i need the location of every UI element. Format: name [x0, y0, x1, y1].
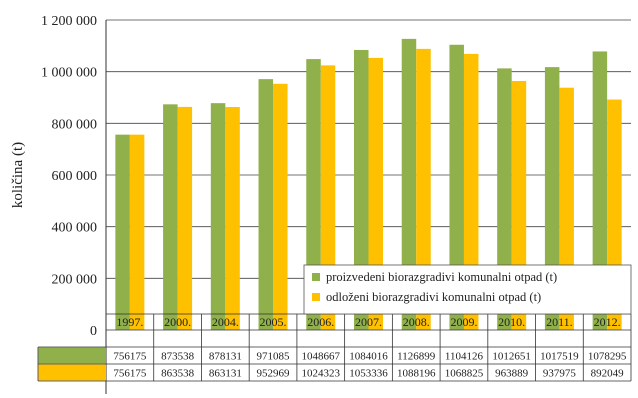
table-cell-value: 1084016 — [349, 351, 388, 363]
legend: proizvedeni biorazgradivi komunalni otpa… — [303, 264, 632, 315]
bar-disposed — [177, 106, 193, 331]
legend-label: odloženi biorazgradivi komunalni otpad (… — [326, 290, 541, 304]
x-tick-label: 2011. — [546, 315, 573, 329]
bar-produced — [401, 38, 417, 330]
table-cell-value: 1048667 — [302, 351, 341, 363]
bar-disposed — [273, 83, 288, 330]
bar-disposed — [129, 134, 145, 330]
bar-disposed — [416, 48, 431, 331]
bar-disposed — [368, 57, 383, 331]
y-axis-label: količina (t) — [10, 142, 26, 208]
x-tick-label: 2006. — [307, 315, 334, 329]
table-cell-value: 1126899 — [397, 351, 436, 363]
y-tick-label: 1 200 000 — [41, 14, 97, 29]
table-cell-value: 1024323 — [302, 368, 341, 380]
data-table: 1997. 2000. 2004. 2005. 2006. 2007. 2008. 2009.… — [37, 313, 632, 382]
bar-produced — [163, 104, 178, 330]
x-tick-label: 1997. — [116, 315, 143, 329]
x-tick-label: 2008. — [403, 315, 430, 329]
bar-produced — [544, 67, 560, 330]
bar-disposed — [320, 65, 336, 330]
x-tick-label: 2009. — [450, 315, 477, 329]
bar-produced — [210, 103, 226, 330]
table-cell-value: 937975 — [543, 368, 577, 380]
table-cell-value: 1104126 — [445, 351, 484, 363]
bar-produced — [306, 59, 321, 330]
axes: 0 200 000 400 000 600 000 800 000 1 000 000 1 … — [41, 14, 107, 394]
x-tick-label: 2007. — [355, 315, 382, 329]
bar-produced — [497, 68, 512, 330]
table-cell-value: 863131 — [209, 368, 242, 380]
bar-produced — [449, 44, 464, 330]
bar-produced — [592, 51, 608, 330]
legend-swatch — [312, 293, 320, 301]
table-cell-value: 892049 — [591, 368, 625, 380]
x-tick-label: 2012. — [594, 315, 621, 329]
y-tick-label: 1 000 000 — [41, 66, 97, 81]
series-swatch-produced — [38, 347, 106, 364]
table-cell-value: 1017519 — [540, 351, 579, 363]
bar-disposed — [463, 53, 479, 331]
table-cell-value: 1088196 — [397, 368, 436, 380]
x-tick-label: 2010. — [498, 315, 525, 329]
legend-label: proizvedeni biorazgradivi komunalni otpa… — [326, 270, 557, 284]
table-cell-value: 1068825 — [445, 368, 484, 380]
y-tick-label: 0 — [90, 324, 97, 339]
bar-disposed — [225, 107, 240, 330]
series-swatch-disposed — [38, 364, 106, 381]
y-tick-label: 600 000 — [52, 169, 98, 184]
table-cell-value: 952969 — [257, 368, 291, 380]
table-cell-value: 756175 — [113, 368, 147, 380]
x-tick-label: 2004. — [212, 315, 239, 329]
table-cell-value: 863538 — [161, 368, 195, 380]
x-tick-label: 2005. — [260, 315, 287, 329]
y-tick-label: 200 000 — [52, 272, 98, 287]
y-tick-label: 400 000 — [52, 221, 98, 236]
table-cell-value: 756175 — [113, 351, 147, 363]
table-cell-value: 1053336 — [349, 368, 388, 380]
table-cell-value: 1078295 — [588, 351, 627, 363]
bar-produced — [258, 79, 274, 330]
table-cell-value: 878131 — [209, 351, 242, 363]
table-cell-value: 963889 — [495, 368, 529, 380]
bar-produced — [354, 49, 369, 331]
bar-produced — [115, 134, 130, 330]
table-cell-value: 971085 — [257, 351, 291, 363]
legend-swatch — [312, 273, 320, 281]
legend-box — [303, 264, 632, 315]
table-cell-value: 873538 — [161, 351, 195, 363]
table-cell-value: 1012651 — [492, 351, 531, 363]
x-tick-label: 2000. — [164, 315, 191, 329]
y-tick-label: 800 000 — [52, 117, 98, 132]
